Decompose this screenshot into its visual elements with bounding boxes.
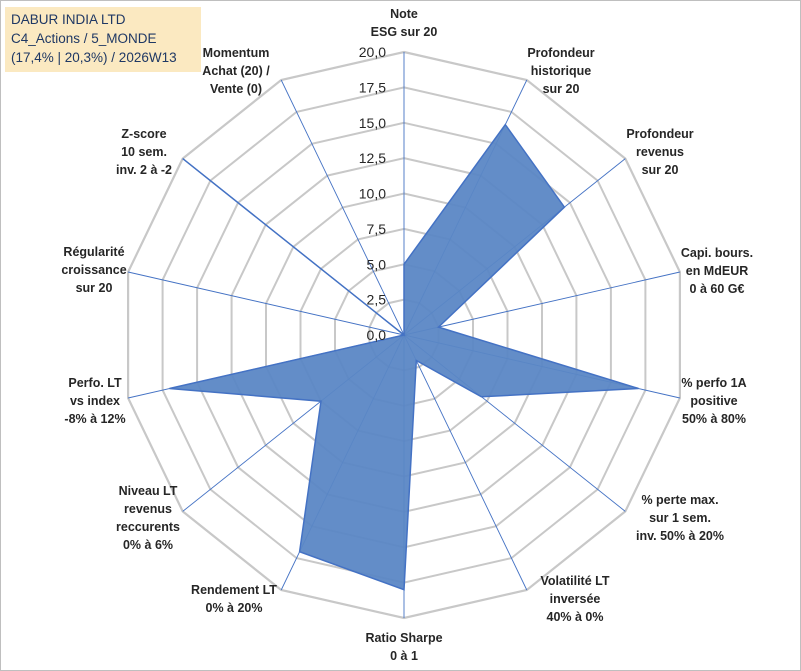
radar-data-series [169,123,639,591]
axis-label-line: Z-score [121,127,166,141]
axis-label-line: 0% à 20% [206,601,263,615]
axis-spoke [403,271,681,336]
title-box: DABUR INDIA LTD C4_Actions / 5_MONDE (17… [5,7,201,72]
axis-label-line: Ratio Sharpe [365,631,442,645]
axis-label: Profondeur historique sur 20 [527,46,594,96]
radial-tick-labels: 0,0 2,5 5,0 7,5 10,0 12,5 15,0 17,5 20,0 [359,44,386,343]
axis-spoke [280,79,405,336]
axis-label-line: Régularité [63,245,124,259]
category-label: C4_Actions / 5_MONDE [11,31,157,46]
axis-label-line: Vente (0) [210,82,262,96]
tick-label: 17,5 [359,79,386,95]
axis-label-line: sur 1 sem. [649,511,711,525]
axis-label-line: positive [690,394,737,408]
axis-spoke [403,334,528,591]
axis-label-line: 0 à 1 [390,649,418,663]
axis-label-line: Note [390,7,418,21]
tick-label: 20,0 [359,44,386,60]
axis-label-line: revenus [636,145,684,159]
tick-label: 7,5 [367,221,387,237]
axis-label-line: -8% à 12% [64,412,125,426]
axis-label-line: inv. 2 à -2 [116,163,172,177]
axis-label-line: croissance [61,263,126,277]
axis-label-line: sur 20 [76,281,113,295]
tick-label: 5,0 [367,256,387,272]
axis-label-line: 50% à 80% [682,412,746,426]
axis-label-line: % perte max. [641,493,718,507]
axis-label-line: 0% à 6% [123,538,173,552]
axis-label-line: reccurents [116,520,180,534]
axis-label-line: Volatilité LT [541,574,610,588]
tick-label: 2,5 [367,292,387,308]
axis-spoke [127,271,405,336]
axis-label-line: vs index [70,394,120,408]
axis-label-line: Rendement LT [191,583,277,597]
tick-label: 12,5 [359,150,386,166]
axis-label-line: en MdEUR [686,264,749,278]
tick-label: 0,0 [367,327,387,343]
axis-label-line: Profondeur [626,127,693,141]
axis-label-line: sur 20 [543,82,580,96]
axis-labels: Note ESG sur 20 Profondeur historique sur 20… [61,7,753,663]
axis-label: Volatilité LT inversée 40% à 0% [541,574,610,624]
axis-label: Z-score 10 sem. inv. 2 à -2 [116,127,172,177]
axis-label-line: Niveau LT [119,484,178,498]
axis-label: Perfo. LT vs index -8% à 12% [64,376,125,426]
period-label: (17,4% | 20,3%) / 2026W13 [11,50,177,65]
axis-label: % perte max. sur 1 sem. inv. 50% à 20% [636,493,724,543]
axis-label-line: ESG sur 20 [371,25,438,39]
axis-label: Capi. bours. en MdEUR 0 à 60 G€ [681,246,753,296]
axis-label: Rendement LT 0% à 20% [191,583,277,615]
axis-label-line: Profondeur [527,46,594,60]
company-name: DABUR INDIA LTD [11,12,126,27]
axis-label-line: 40% à 0% [547,610,604,624]
axis-label-line: % perfo 1A [681,376,746,390]
axis-label-line: inversée [550,592,601,606]
axis-label: Ratio Sharpe 0 à 1 [365,631,442,663]
axis-label-line: Momentum [203,46,270,60]
axis-label-line: 0 à 60 G€ [690,282,745,296]
axis-label-line: Achat (20) / [202,64,270,78]
axis-label: Note ESG sur 20 [371,7,438,39]
axis-label-line: Capi. bours. [681,246,753,260]
axis-label-line: Perfo. LT [68,376,122,390]
axis-label-line: inv. 50% à 20% [636,529,724,543]
tick-label: 15,0 [359,115,386,131]
axis-label: Niveau LT revenus reccurents 0% à 6% [116,484,180,552]
axis-label-line: historique [531,64,591,78]
axis-label-line: sur 20 [642,163,679,177]
axis-label-line: 10 sem. [121,145,167,159]
tick-label: 10,0 [359,186,386,202]
axis-label-line: revenus [124,502,172,516]
axis-label: Profondeur revenus sur 20 [626,127,693,177]
axis-label: % perfo 1A positive 50% à 80% [681,376,746,426]
axis-label: Momentum Achat (20) / Vente (0) [202,46,270,96]
axis-label: Régularité croissance sur 20 [61,245,126,295]
